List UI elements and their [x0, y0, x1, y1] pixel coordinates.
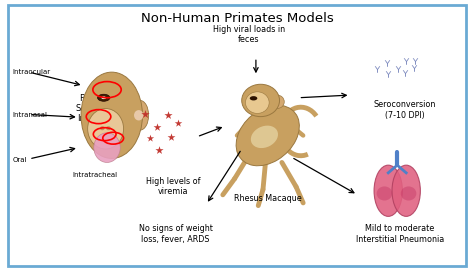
FancyBboxPatch shape [8, 5, 466, 266]
Ellipse shape [81, 72, 143, 159]
Circle shape [101, 96, 106, 99]
Point [394, 66, 401, 71]
Circle shape [98, 94, 110, 101]
Point [410, 66, 418, 70]
Text: Mild to moderate
Interstitial Pneumonia: Mild to moderate Interstitial Pneumonia [356, 224, 444, 244]
Ellipse shape [246, 92, 269, 113]
Ellipse shape [374, 165, 402, 216]
Point [383, 60, 391, 65]
Ellipse shape [270, 95, 284, 109]
Ellipse shape [401, 186, 416, 201]
Ellipse shape [134, 110, 143, 121]
Ellipse shape [106, 126, 111, 130]
Circle shape [250, 96, 257, 101]
Ellipse shape [251, 126, 278, 148]
Text: Intranasal: Intranasal [12, 112, 47, 118]
Point [384, 72, 392, 76]
Text: Non-Human Primates Models: Non-Human Primates Models [141, 12, 333, 25]
Ellipse shape [242, 84, 280, 117]
Text: Seroconversion
(7-10 DPI): Seroconversion (7-10 DPI) [374, 100, 436, 120]
Point [146, 136, 154, 140]
Point [167, 135, 174, 139]
Point [411, 58, 419, 63]
Ellipse shape [392, 165, 420, 216]
Ellipse shape [100, 126, 105, 130]
Point [141, 112, 149, 116]
Text: No signs of weight
loss, fever, ARDS: No signs of weight loss, fever, ARDS [138, 224, 212, 244]
Point [164, 113, 172, 117]
Point [155, 148, 163, 153]
Text: Oral: Oral [12, 157, 27, 163]
Point [374, 67, 381, 72]
Ellipse shape [94, 133, 120, 162]
Text: Rhesus Macaque: Rhesus Macaque [234, 194, 301, 203]
Ellipse shape [236, 105, 299, 166]
Ellipse shape [132, 101, 149, 130]
Point [174, 121, 182, 125]
Point [402, 59, 410, 63]
Text: Routes of
SARS-CoV-2
Inoculation: Routes of SARS-CoV-2 Inoculation [75, 94, 125, 123]
Text: Intratracheal: Intratracheal [73, 172, 118, 178]
Point [153, 125, 160, 130]
Text: Intraocular: Intraocular [12, 69, 51, 75]
Text: High levels of
viremia: High levels of viremia [146, 177, 201, 196]
Text: High viral loads in
feces: High viral loads in feces [213, 25, 285, 44]
Ellipse shape [377, 186, 392, 201]
Ellipse shape [88, 109, 124, 149]
Point [401, 71, 409, 76]
